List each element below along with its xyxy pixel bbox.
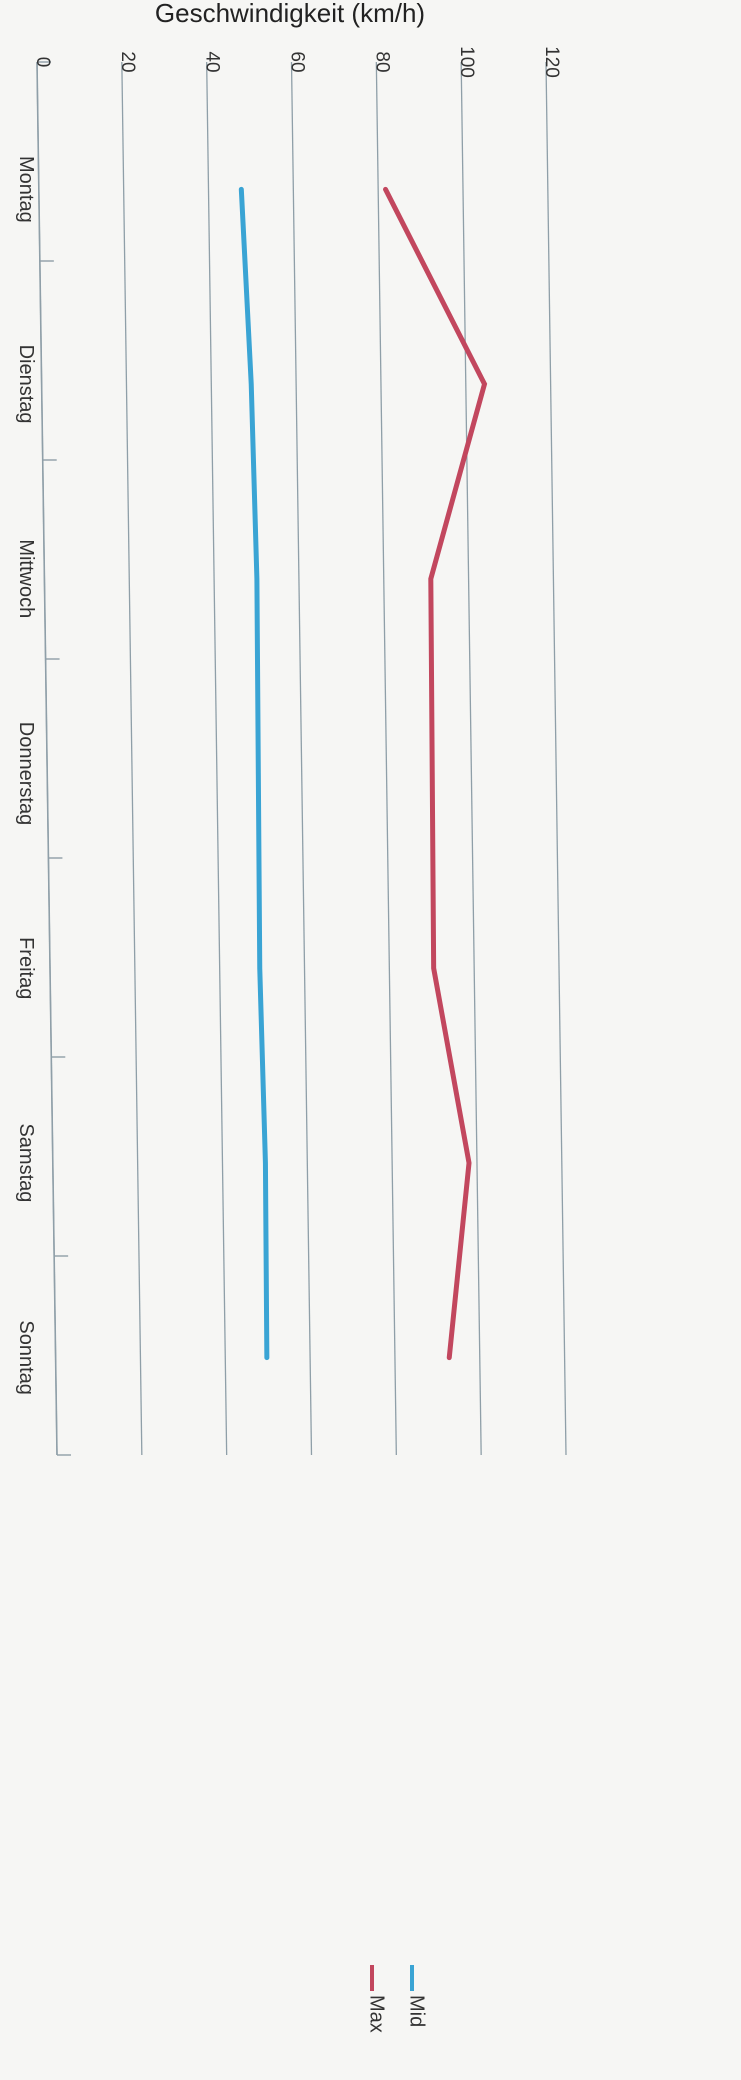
x-tick-label: Mittwoch	[15, 539, 37, 618]
series-lines	[238, 186, 488, 1361]
data-point-max	[430, 578, 432, 580]
data-point-mid	[259, 967, 261, 969]
x-tick-label: Montag	[15, 156, 37, 223]
legend-label-mid: Mid	[406, 1995, 428, 2027]
y-tick-label: 20	[117, 51, 138, 72]
x-tick-label: Donnerstag	[15, 722, 37, 825]
axes	[36, 61, 71, 1456]
data-point-max	[431, 773, 433, 774]
gridline	[206, 61, 228, 1456]
y-tick-label: 80	[371, 51, 392, 72]
data-point-max	[468, 1162, 470, 1164]
x-tick-label: Sonntag	[15, 1320, 37, 1395]
y-tick-label: 40	[202, 51, 223, 72]
data-point-mid	[250, 383, 252, 385]
data-point-mid	[257, 773, 259, 774]
x-tick-label: Dienstag	[15, 345, 37, 424]
data-point-mid	[266, 1357, 268, 1359]
data-point-mid	[240, 188, 242, 190]
x-tick-label: Samstag	[15, 1123, 37, 1202]
data-point-max	[433, 967, 435, 969]
y-axis-title: Geschwindigkeit (km/h)	[155, 0, 425, 28]
labels: 0 20 40 60 80 100 120 Montag Dienstag Mittwoch Don…	[15, 46, 562, 1395]
gridline	[121, 61, 143, 1456]
x-tick-label: Freitag	[15, 937, 37, 999]
legend: Mid Max	[366, 1965, 428, 2033]
data-point-max	[448, 1357, 450, 1359]
gridline	[545, 61, 567, 1456]
data-point-mid	[256, 578, 258, 580]
gridlines	[36, 61, 567, 1456]
data-point-mid	[264, 1162, 266, 1164]
y-tick-label: 60	[287, 51, 308, 72]
gridline	[290, 61, 313, 1456]
y-tick-label: 100	[456, 46, 477, 78]
gridline	[375, 61, 397, 1456]
y-tick-label: 120	[541, 46, 562, 78]
category-axis-line	[36, 61, 58, 1456]
data-point-max	[385, 188, 387, 190]
gridline	[460, 61, 482, 1456]
data-point-max	[484, 383, 486, 385]
y-tick-label: 0	[32, 57, 53, 68]
legend-label-max: Max	[366, 1995, 388, 2033]
